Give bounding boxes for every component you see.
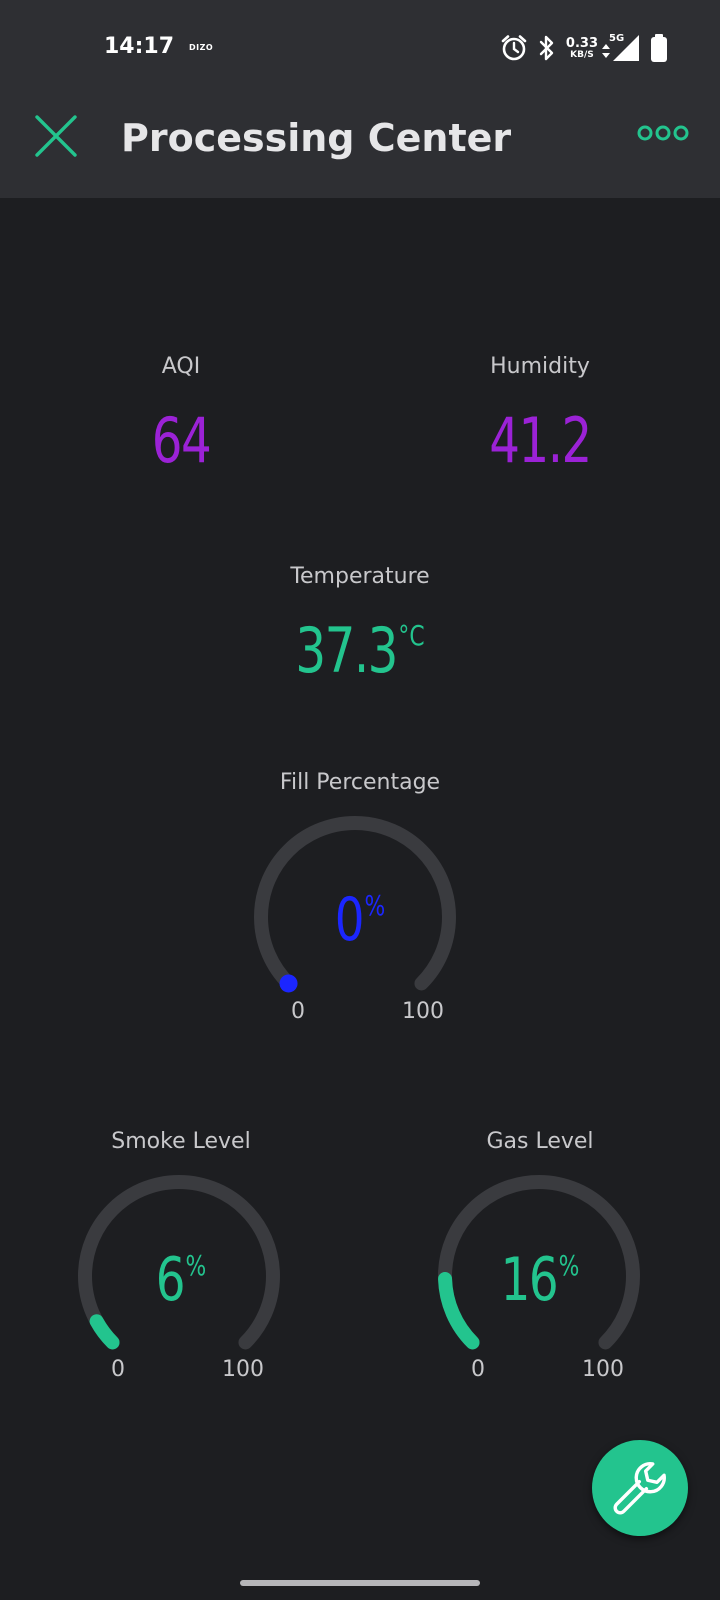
aqi-label: AQI (161, 354, 201, 379)
more-options-button[interactable] (636, 122, 690, 144)
temperature-display: 37.3°C (243, 620, 477, 682)
page-title: Processing Center (121, 116, 512, 160)
status-bar: 14:17 DIZO 0.33 KB/S 5G (0, 0, 720, 88)
fill-gauge-track (254, 816, 456, 991)
gas-max: 100 (582, 1357, 624, 1382)
gas-gauge-svg (438, 1175, 640, 1350)
status-icons: 0.33 KB/S 5G (500, 30, 668, 66)
fill-label: Fill Percentage (279, 770, 441, 795)
fill-unit: % (364, 889, 386, 922)
wrench-icon (613, 1462, 666, 1515)
status-brand: DIZO (189, 43, 214, 52)
home-indicator[interactable] (240, 1580, 480, 1586)
smoke-gauge-fill (89, 1314, 120, 1350)
fill-max: 100 (402, 999, 444, 1024)
alarm-icon (501, 35, 527, 61)
settings-fab-button[interactable] (592, 1440, 688, 1536)
smoke-gauge (74, 1171, 284, 1381)
smoke-label: Smoke Level (111, 1129, 251, 1154)
network-type: 5G (609, 33, 625, 44)
smoke-min: 0 (111, 1357, 125, 1382)
smoke-gauge-svg (78, 1175, 280, 1350)
fill-gauge (250, 812, 460, 1022)
fill-gauge-svg (254, 816, 456, 993)
gas-value: 16 (500, 1245, 559, 1315)
app-bar: Processing Center (0, 88, 720, 198)
fill-display: 0% (243, 890, 477, 950)
bluetooth-icon (539, 35, 554, 61)
smoke-display: 6% (64, 1250, 298, 1310)
gas-gauge (434, 1171, 644, 1381)
humidity-value: 41.2 (489, 404, 592, 477)
temperature-label: Temperature (290, 564, 430, 589)
smoke-value: 6 (155, 1245, 186, 1315)
close-button[interactable] (32, 112, 80, 160)
net-speed-unit: KB/S (570, 49, 594, 60)
close-icon (35, 115, 77, 157)
smoke-max: 100 (222, 1357, 264, 1382)
gas-gauge-fill (438, 1271, 480, 1350)
net-speed-value: 0.33 (565, 35, 598, 51)
smoke-unit: % (185, 1249, 207, 1282)
smoke-gauge-track (78, 1175, 280, 1350)
temperature-unit: °C (398, 619, 425, 652)
gas-label: Gas Level (486, 1129, 594, 1154)
temperature-value: 37.3 (295, 614, 398, 687)
status-time: 14:17 (104, 34, 175, 59)
signal-indicator: 5G (602, 33, 641, 63)
fill-min: 0 (291, 999, 305, 1024)
battery-icon (651, 34, 667, 62)
data-arrows-icon (602, 44, 610, 58)
fill-value: 0 (334, 885, 365, 955)
gas-display: 16% (423, 1250, 657, 1310)
gas-unit: % (558, 1249, 580, 1282)
net-speed: 0.33 KB/S (566, 37, 598, 60)
signal-icon (613, 35, 639, 61)
humidity-label: Humidity (490, 354, 590, 379)
more-icon (637, 125, 689, 141)
aqi-value: 64 (151, 404, 212, 477)
gas-min: 0 (471, 1357, 485, 1382)
